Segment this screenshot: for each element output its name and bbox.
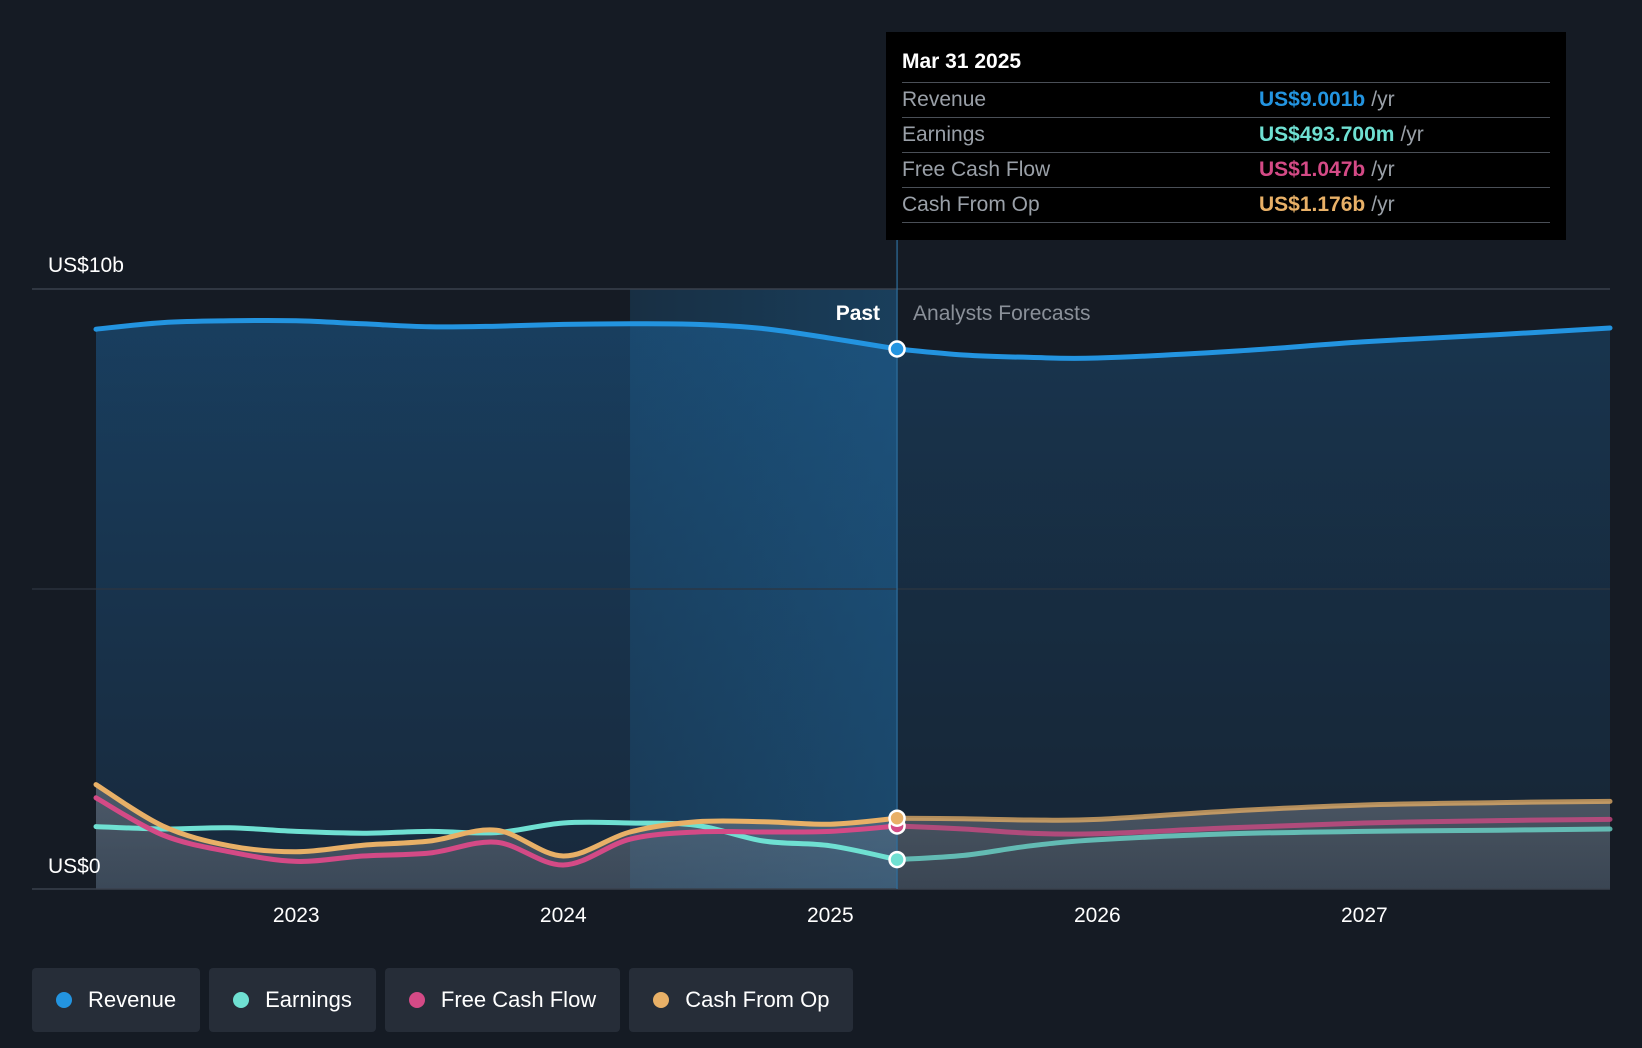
tooltip-unit: /yr <box>1371 88 1395 111</box>
series-line-fcf-past <box>93 795 900 868</box>
x-tick-label: 2024 <box>540 904 587 927</box>
tooltip-row-free-cash-flow: Free Cash Flow US$1.047b /yr <box>902 152 1550 187</box>
legend-label: Cash From Op <box>685 987 830 1012</box>
legend-dot-icon <box>233 992 250 1008</box>
legend-item-cash-from-op[interactable]: Cash From Op <box>629 968 854 1032</box>
tooltip-label: Revenue <box>902 88 987 111</box>
series-line-cfo-past <box>93 782 900 859</box>
forecast-label: Analysts Forecasts <box>913 302 1090 325</box>
y-axis-top-label: US$10b <box>48 254 124 277</box>
past-label: Past <box>836 302 880 325</box>
x-tick-label: 2027 <box>1341 904 1388 927</box>
tooltip-label: Earnings <box>902 123 985 146</box>
tooltip-row-earnings: Earnings US$493.700m /yr <box>902 117 1550 152</box>
x-tick-label: 2023 <box>273 904 320 927</box>
series-line-revenue-past <box>93 317 900 352</box>
legend-label: Earnings <box>265 987 352 1012</box>
tooltip-row-revenue: Revenue US$9.001b /yr <box>902 82 1550 117</box>
legend-item-earnings[interactable]: Earnings <box>209 968 376 1032</box>
legend-label: Free Cash Flow <box>440 987 597 1012</box>
marker-dot-earnings <box>888 850 906 869</box>
tooltip-unit: /yr <box>1371 158 1395 181</box>
y-axis-bottom-label: US$0 <box>48 855 101 878</box>
tooltip-date: Mar 31 2025 <box>902 50 1022 73</box>
marker-dot-revenue <box>888 340 906 358</box>
legend-dot-icon <box>56 992 72 1008</box>
tooltip-unit: /yr <box>1400 123 1424 146</box>
tooltip-value: US$9.001b <box>1259 88 1366 111</box>
tooltip-label: Free Cash Flow <box>902 158 1051 181</box>
marker-dot-cfo <box>888 809 906 827</box>
cash-from-op-area <box>96 784 1610 889</box>
legend-dot-icon <box>408 992 425 1008</box>
tooltip-unit: /yr <box>1371 193 1395 216</box>
series-line-cfo-forecast <box>894 798 1613 823</box>
x-tick-label: 2026 <box>1074 904 1121 927</box>
tooltip-value: US$493.700m <box>1259 123 1395 146</box>
legend-dot-icon <box>653 992 670 1008</box>
tooltip-value: US$1.176b <box>1259 193 1366 216</box>
legend: Revenue Earnings Free Cash Flow Cash Fro… <box>32 968 854 1032</box>
series-line-earnings-forecast <box>894 826 1613 863</box>
legend-label: Revenue <box>88 987 177 1012</box>
tooltip-value: US$1.047b <box>1259 158 1366 181</box>
series-line-revenue-forecast <box>894 325 1613 361</box>
legend-item-free-cash-flow[interactable]: Free Cash Flow <box>384 968 621 1032</box>
legend-item-revenue[interactable]: Revenue <box>32 968 201 1032</box>
tooltip-label: Cash From Op <box>902 193 1040 216</box>
tooltip: Mar 31 2025 Revenue US$9.001b /yr Earnin… <box>886 32 1566 240</box>
series-line-fcf-forecast <box>894 816 1613 837</box>
x-tick-label: 2025 <box>807 904 854 927</box>
tooltip-row-cash-from-op: Cash From Op US$1.176b /yr <box>902 187 1550 223</box>
